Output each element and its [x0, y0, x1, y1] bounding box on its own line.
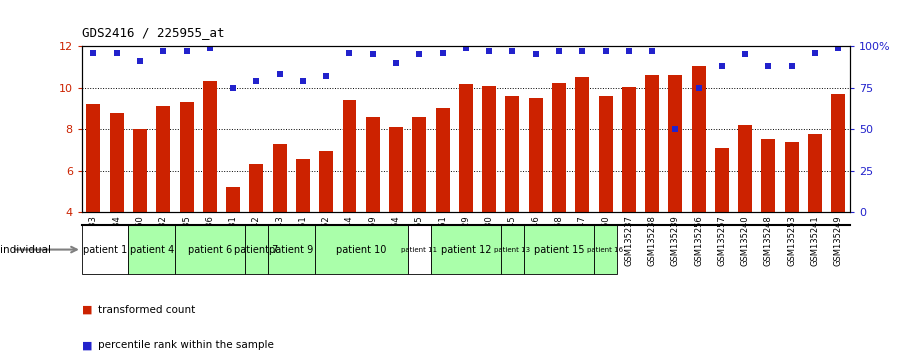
Bar	[245, 225, 268, 274]
Bar	[413, 117, 426, 212]
Point	[575, 48, 590, 54]
Point	[365, 51, 380, 57]
Bar	[594, 225, 617, 274]
Bar	[296, 159, 310, 212]
Bar	[435, 108, 450, 212]
Point	[179, 48, 194, 54]
Bar	[86, 104, 100, 212]
Text: patient 13: patient 13	[494, 247, 531, 252]
Point	[156, 48, 171, 54]
Text: patient 15: patient 15	[534, 245, 584, 255]
Bar	[343, 100, 356, 212]
Bar	[128, 225, 175, 274]
Text: patient 16: patient 16	[587, 247, 624, 252]
Text: patient 9: patient 9	[269, 245, 314, 255]
Bar	[365, 117, 380, 212]
Bar	[156, 106, 170, 212]
Bar	[431, 225, 501, 274]
Text: patient 1: patient 1	[83, 245, 127, 255]
Point	[86, 50, 101, 56]
Bar	[714, 148, 729, 212]
Point	[458, 45, 473, 51]
Point	[692, 85, 706, 91]
Point	[808, 50, 823, 56]
Text: ■: ■	[82, 340, 93, 350]
Point	[319, 73, 334, 79]
Bar	[482, 86, 496, 212]
Point	[249, 78, 264, 84]
Text: individual: individual	[0, 245, 51, 255]
Bar	[598, 96, 613, 212]
Bar	[459, 85, 473, 212]
Point	[133, 58, 147, 64]
Bar	[622, 87, 635, 212]
Bar	[784, 142, 799, 212]
Bar	[808, 135, 822, 212]
Bar	[738, 125, 752, 212]
Text: patient 7: patient 7	[235, 245, 278, 255]
Point	[714, 63, 729, 69]
Point	[482, 48, 496, 54]
Bar	[762, 138, 775, 212]
Text: patient 12: patient 12	[441, 245, 491, 255]
Point	[435, 50, 450, 56]
Bar	[505, 96, 519, 212]
Bar	[524, 225, 594, 274]
Bar	[668, 75, 683, 212]
Point	[412, 51, 426, 57]
Bar	[268, 225, 315, 274]
Bar	[389, 127, 403, 212]
Bar	[319, 151, 334, 212]
Bar	[315, 225, 407, 274]
Point	[552, 48, 566, 54]
Point	[295, 78, 310, 84]
Bar	[645, 75, 659, 212]
Text: transformed count: transformed count	[98, 305, 195, 315]
Text: GDS2416 / 225955_at: GDS2416 / 225955_at	[82, 26, 225, 39]
Text: ■: ■	[82, 305, 93, 315]
Point	[598, 48, 613, 54]
Bar	[175, 225, 245, 274]
Point	[505, 48, 520, 54]
Text: patient 4: patient 4	[129, 245, 174, 255]
Point	[831, 45, 845, 51]
Point	[273, 72, 287, 77]
Text: percentile rank within the sample: percentile rank within the sample	[98, 340, 274, 350]
Bar	[180, 102, 194, 212]
Bar	[203, 81, 217, 212]
Bar	[529, 98, 543, 212]
Bar	[249, 164, 264, 212]
Point	[528, 51, 543, 57]
Bar	[692, 66, 705, 212]
Bar	[110, 113, 124, 212]
Text: patient 10: patient 10	[336, 245, 386, 255]
Point	[109, 50, 124, 56]
Point	[761, 63, 775, 69]
Point	[225, 85, 240, 91]
Bar	[133, 129, 147, 212]
Point	[389, 60, 404, 65]
Bar	[552, 84, 566, 212]
Bar	[832, 94, 845, 212]
Point	[644, 48, 659, 54]
Bar	[575, 77, 589, 212]
Bar	[273, 144, 286, 212]
Text: patient 6: patient 6	[187, 245, 232, 255]
Point	[342, 50, 356, 56]
Bar	[407, 225, 431, 274]
Point	[784, 63, 799, 69]
Point	[203, 45, 217, 51]
Bar	[82, 225, 128, 274]
Bar	[501, 225, 524, 274]
Bar	[226, 188, 240, 212]
Point	[668, 126, 683, 132]
Point	[738, 51, 753, 57]
Point	[622, 48, 636, 54]
Text: patient 11: patient 11	[401, 247, 437, 252]
